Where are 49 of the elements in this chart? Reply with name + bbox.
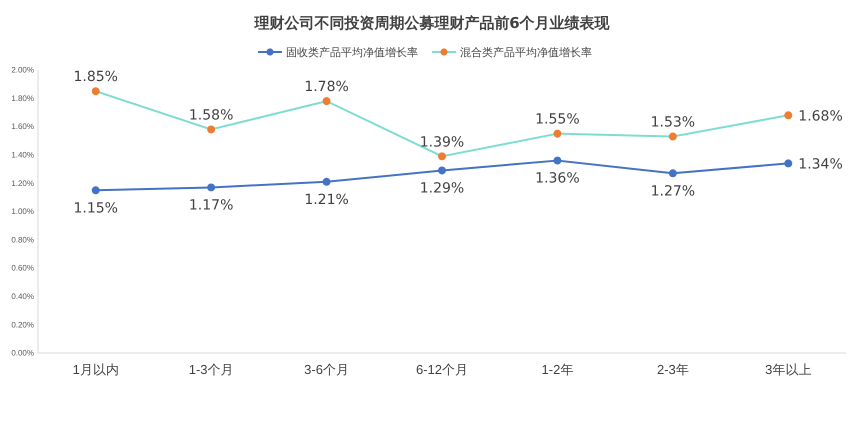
point	[784, 159, 792, 168]
y-tick-label: 0.80%	[11, 235, 34, 244]
y-tick-label: 2.00%	[11, 66, 34, 75]
x-tick-label: 3-6个月	[304, 362, 349, 378]
point	[92, 87, 100, 96]
x-tick-label: 3年以上	[765, 362, 812, 378]
data-label: 1.39%	[420, 134, 464, 150]
point	[92, 186, 100, 194]
y-tick-label: 1.40%	[11, 150, 34, 160]
data-label: 1.53%	[650, 114, 696, 131]
data-label: 1.15%	[73, 200, 118, 216]
x-tick-label: 1-2年	[542, 362, 574, 378]
data-label: 1.36%	[535, 170, 580, 187]
data-label: 1.78%	[304, 79, 349, 96]
x-tick-label: 2-3年	[656, 362, 689, 378]
point	[784, 111, 792, 120]
data-label: 1.27%	[650, 183, 696, 200]
point	[553, 130, 562, 138]
legend-label: 固收类产品平均净值增长率	[286, 46, 418, 59]
data-label: 1.21%	[304, 192, 349, 208]
y-tick-label: 0.00%	[11, 348, 34, 358]
data-label: 1.58%	[188, 107, 234, 124]
point	[438, 152, 446, 160]
data-label: 1.29%	[420, 180, 464, 196]
x-tick-label: 1-3个月	[188, 362, 234, 378]
data-label: 1.55%	[535, 112, 580, 128]
x-tick-label: 1月以内	[72, 362, 119, 378]
x-tick-label: 6-12个月	[416, 362, 468, 378]
y-tick-label: 0.20%	[11, 320, 34, 330]
data-label: 1.17%	[188, 197, 234, 214]
point	[438, 166, 446, 174]
point	[207, 183, 216, 192]
y-tick-label: 0.40%	[11, 292, 34, 301]
data-label: 1.34%	[798, 156, 843, 172]
y-tick-label: 1.20%	[11, 178, 34, 188]
point	[322, 178, 331, 186]
data-label: 1.68%	[798, 108, 843, 124]
data-label: 1.85%	[73, 69, 118, 86]
point	[553, 156, 562, 165]
y-tick-label: 0.60%	[11, 264, 34, 273]
legend-label: 混合类产品平均净值增长率	[460, 46, 592, 59]
chart-title: 理财公司不同投资周期公募理财产品前6个月业绩表现	[253, 14, 611, 32]
point	[322, 97, 331, 106]
y-tick-label: 1.60%	[11, 122, 34, 132]
point	[668, 132, 677, 140]
point	[207, 125, 216, 134]
y-tick-label: 1.00%	[11, 207, 34, 216]
point	[668, 169, 677, 178]
y-tick-label: 1.80%	[11, 94, 34, 103]
